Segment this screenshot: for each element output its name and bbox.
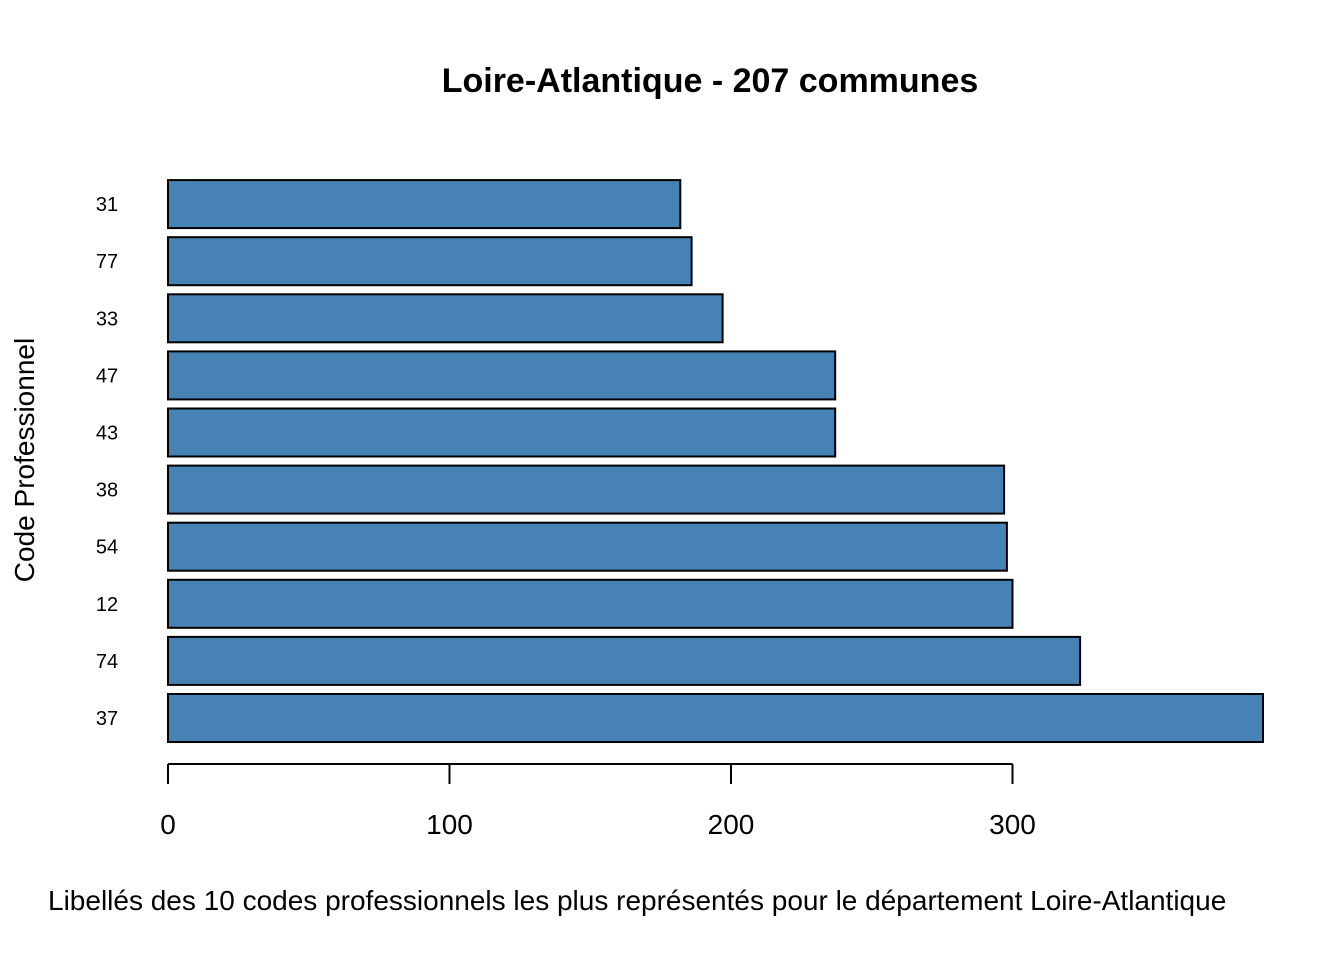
chart-title: Loire-Atlantique - 207 communes — [442, 62, 979, 100]
y-tick-label: 31 — [96, 194, 118, 216]
x-tick-label: 100 — [426, 809, 473, 840]
y-tick-label: 77 — [96, 251, 118, 273]
bar-31 — [167, 179, 682, 230]
y-tick-label: 74 — [96, 651, 118, 673]
y-tick-labels: 37 74 12 54 38 43 47 33 77 31 — [96, 194, 118, 730]
y-tick-label: 43 — [96, 423, 118, 445]
x-tick-label: 200 — [708, 809, 755, 840]
x-tick-label: 300 — [989, 809, 1036, 840]
bar-38 — [167, 464, 1006, 515]
x-tick-label: 0 — [160, 809, 176, 840]
bar-47 — [167, 350, 837, 401]
y-axis-title: Code Professionnel — [9, 338, 40, 582]
bar-54 — [167, 521, 1008, 572]
y-tick-label: 12 — [96, 594, 118, 616]
x-axis-title: Libellés des 10 codes professionnels les… — [48, 885, 1226, 916]
bars-group — [167, 179, 1264, 743]
bar-12 — [167, 578, 1014, 629]
bar-74 — [167, 635, 1082, 686]
y-tick-label: 47 — [96, 365, 118, 387]
y-tick-label: 54 — [96, 537, 118, 559]
y-tick-label: 38 — [96, 480, 118, 502]
bar-43 — [167, 407, 837, 458]
bar-37 — [167, 693, 1264, 743]
y-tick-label: 37 — [96, 708, 118, 730]
bar-33 — [167, 293, 724, 344]
x-axis: 0 100 200 300 — [160, 763, 1036, 840]
bar-77 — [167, 236, 693, 287]
y-tick-label: 33 — [96, 308, 118, 330]
